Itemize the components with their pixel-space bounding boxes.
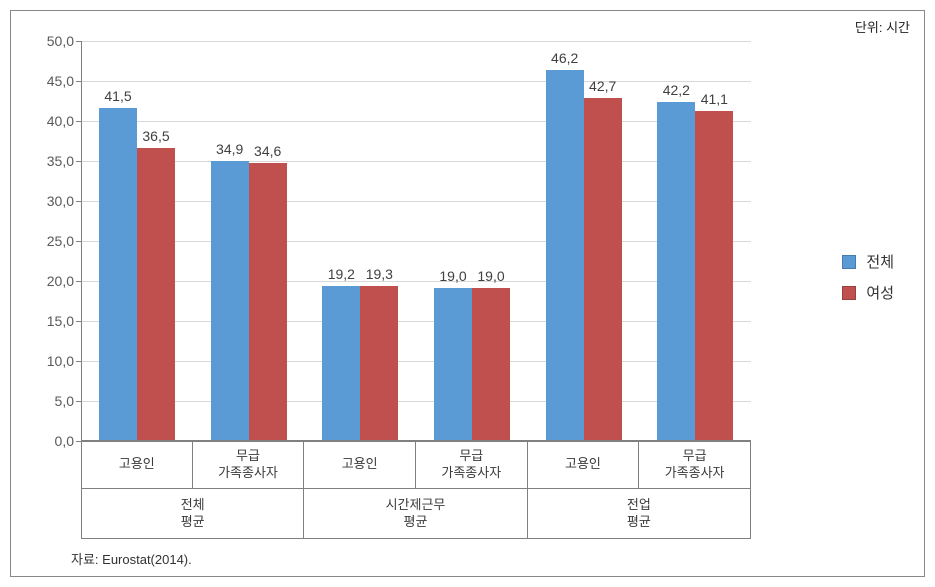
- x-category-sub: 무급가족종사자: [639, 441, 751, 489]
- unit-label: 단위: 시간: [855, 17, 910, 36]
- source-label: 자료: Eurostat(2014).: [71, 549, 192, 568]
- y-tick-label: 35,0: [32, 153, 82, 169]
- bar: 41,5: [99, 108, 137, 440]
- y-tick-label: 5,0: [32, 393, 82, 409]
- bar-group: 19,219,3: [305, 41, 417, 440]
- bar-group: 34,934,6: [194, 41, 306, 440]
- legend-item: 여성: [842, 282, 894, 303]
- legend-item: 전체: [842, 251, 894, 272]
- y-tick-label: 30,0: [32, 193, 82, 209]
- bar: 19,2: [322, 286, 360, 440]
- y-tick-label: 15,0: [32, 313, 82, 329]
- x-axis: 고용인무급가족종사자고용인무급가족종사자고용인무급가족종사자전체평균시간제근무평…: [81, 441, 751, 551]
- bar-value-label: 41,1: [701, 91, 728, 107]
- legend-swatch-icon: [842, 255, 856, 269]
- y-tick-label: 20,0: [32, 273, 82, 289]
- x-category-sub: 고용인: [81, 441, 193, 489]
- bar: 34,6: [249, 163, 287, 440]
- chart-container: 단위: 시간 0,05,010,015,020,025,030,035,040,…: [10, 10, 925, 577]
- bar-group: 19,019,0: [417, 41, 529, 440]
- y-tick-label: 25,0: [32, 233, 82, 249]
- bar-value-label: 42,7: [589, 78, 616, 94]
- bar-value-label: 46,2: [551, 50, 578, 66]
- y-tick-label: 45,0: [32, 73, 82, 89]
- bar-group: 41,536,5: [82, 41, 194, 440]
- x-category-main: 시간제근무평균: [304, 489, 527, 539]
- x-category-main: 전업평균: [528, 489, 751, 539]
- y-tick-label: 0,0: [32, 433, 82, 449]
- x-category-sub: 고용인: [304, 441, 416, 489]
- bar: 42,2: [657, 102, 695, 440]
- bar-value-label: 19,3: [366, 266, 393, 282]
- bar: 19,3: [360, 286, 398, 440]
- bar-value-label: 19,0: [477, 268, 504, 284]
- bar-value-label: 36,5: [142, 128, 169, 144]
- bar-value-label: 19,0: [439, 268, 466, 284]
- x-category-sub: 고용인: [528, 441, 640, 489]
- bar-group: 46,242,7: [529, 41, 641, 440]
- bar-value-label: 19,2: [328, 266, 355, 282]
- legend-swatch-icon: [842, 286, 856, 300]
- bar-value-label: 34,9: [216, 141, 243, 157]
- y-tick-label: 50,0: [32, 33, 82, 49]
- plot-area: 0,05,010,015,020,025,030,035,040,045,050…: [81, 41, 751, 441]
- x-category-sub: 무급가족종사자: [416, 441, 528, 489]
- bar: 34,9: [211, 161, 249, 440]
- bar-group: 42,241,1: [640, 41, 752, 440]
- legend-label: 전체: [866, 251, 894, 272]
- y-tick-label: 40,0: [32, 113, 82, 129]
- legend-label: 여성: [866, 282, 894, 303]
- bar: 19,0: [434, 288, 472, 440]
- bar: 46,2: [546, 70, 584, 440]
- bar: 36,5: [137, 148, 175, 440]
- x-category-main: 전체평균: [81, 489, 304, 539]
- bar-value-label: 42,2: [663, 82, 690, 98]
- y-tick-label: 10,0: [32, 353, 82, 369]
- bar-value-label: 41,5: [104, 88, 131, 104]
- bar: 19,0: [472, 288, 510, 440]
- bar-value-label: 34,6: [254, 143, 281, 159]
- bar: 41,1: [695, 111, 733, 440]
- x-category-sub: 무급가족종사자: [193, 441, 305, 489]
- bar: 42,7: [584, 98, 622, 440]
- legend: 전체 여성: [842, 241, 894, 313]
